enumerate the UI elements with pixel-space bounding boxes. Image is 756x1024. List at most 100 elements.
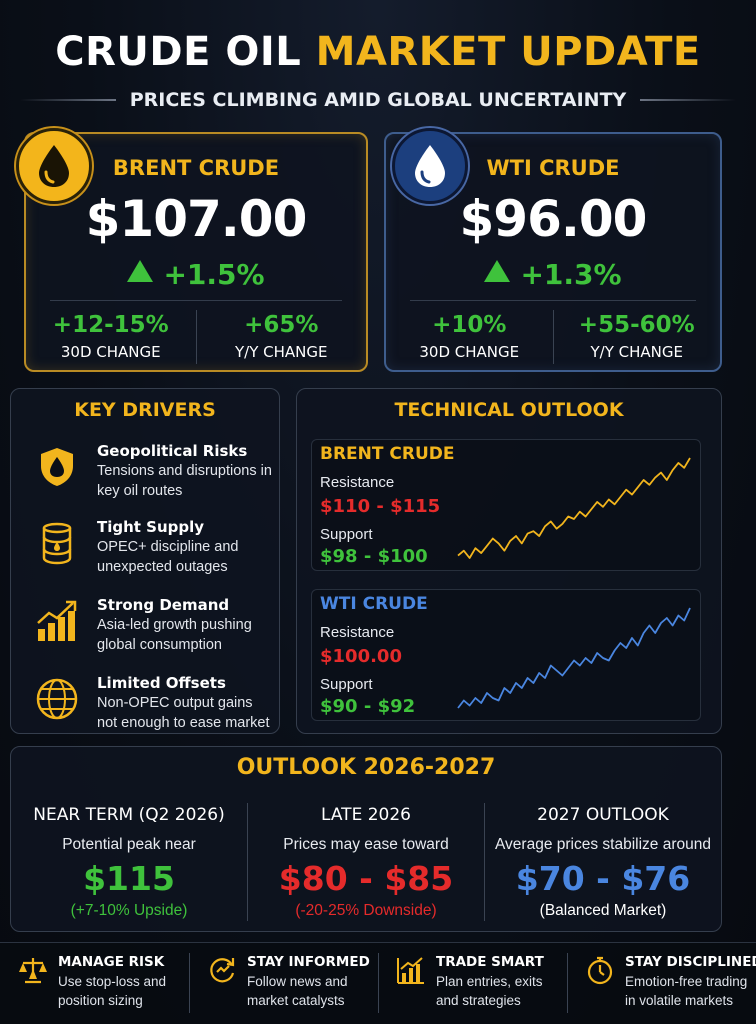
tip-item: STAY INFORMED Follow news and market cat… bbox=[189, 943, 378, 1024]
wti-stat-yy: +55-60% Y/Y CHANGE bbox=[552, 310, 721, 364]
brent-support-value: $98 - $100 bbox=[320, 546, 428, 567]
brent-stats: +12-15% 30D CHANGE +65% Y/Y CHANGE bbox=[26, 310, 366, 364]
outlook-value: $70 - $76 bbox=[515, 859, 691, 898]
shield-drop-icon bbox=[35, 445, 79, 489]
subtitle-divider-right bbox=[640, 99, 737, 101]
title-part-white: CRUDE OIL bbox=[55, 29, 316, 75]
brent-price: $107.00 bbox=[85, 190, 308, 248]
tip-description: Follow news and market catalysts bbox=[247, 974, 348, 1008]
technical-outlook-panel: TECHNICAL OUTLOOK BRENT CRUDE Resistance… bbox=[296, 388, 722, 734]
outlook-panel: OUTLOOK 2026-2027 NEAR TERM (Q2 2026) Po… bbox=[10, 746, 722, 932]
driver-item: Strong Demand Asia-led growth pushing gl… bbox=[35, 595, 275, 659]
wti-name: WTI CRUDE bbox=[486, 156, 620, 180]
outlook-note: (Balanced Market) bbox=[539, 902, 667, 919]
stopwatch-icon bbox=[585, 955, 615, 985]
driver-description: OPEC+ discipline and unexpected outages bbox=[97, 539, 239, 575]
resistance-label: Resistance bbox=[320, 624, 395, 641]
tip-heading: TRADE SMART bbox=[436, 954, 544, 970]
scale-icon bbox=[18, 955, 48, 985]
wti-price-chart bbox=[457, 607, 691, 709]
stat-value: +55-60% bbox=[578, 312, 695, 338]
driver-heading: Strong Demand bbox=[97, 596, 230, 614]
outlook-value: $80 - $85 bbox=[278, 859, 454, 898]
outlook-description: Prices may ease toward bbox=[283, 836, 449, 853]
tip-text: TRADE SMART Plan entries, exits and stra… bbox=[436, 953, 564, 1010]
wti-technical-panel: WTI CRUDE Resistance $100.00 Support $90… bbox=[311, 589, 701, 721]
brent-price-chart bbox=[457, 457, 691, 559]
support-label: Support bbox=[320, 526, 373, 543]
tip-description: Plan entries, exits and strategies bbox=[436, 974, 543, 1008]
tip-item: TRADE SMART Plan entries, exits and stra… bbox=[378, 943, 567, 1024]
brent-technical-panel: BRENT CRUDE Resistance $110 - $115 Suppo… bbox=[311, 439, 701, 571]
outlook-columns: NEAR TERM (Q2 2026) Potential peak near … bbox=[11, 803, 721, 921]
resistance-label: Resistance bbox=[320, 474, 395, 491]
growth-chart-icon bbox=[35, 599, 79, 643]
oil-drop-icon bbox=[16, 128, 92, 204]
stat-value: +12-15% bbox=[52, 312, 169, 338]
outlook-heading: LATE 2026 bbox=[321, 805, 411, 825]
driver-description: Tensions and disruptions in key oil rout… bbox=[97, 463, 272, 499]
driver-item: Geopolitical Risks Tensions and disrupti… bbox=[35, 441, 275, 505]
tip-item: MANAGE RISK Use stop-loss and position s… bbox=[0, 943, 189, 1024]
driver-heading: Tight Supply bbox=[97, 518, 205, 536]
driver-text: Tight Supply OPEC+ discipline and unexpe… bbox=[97, 517, 275, 577]
driver-text: Geopolitical Risks Tensions and disrupti… bbox=[97, 441, 275, 501]
subtitle-divider-left bbox=[20, 99, 116, 101]
bar-chart-icon bbox=[396, 955, 426, 985]
stat-label: Y/Y CHANGE bbox=[235, 343, 328, 361]
key-drivers-title: KEY DRIVERS bbox=[74, 399, 216, 421]
wti-technical-name: WTI CRUDE bbox=[320, 594, 428, 614]
outlook-title: OUTLOOK 2026-2027 bbox=[236, 755, 496, 780]
outlook-description: Average prices stabilize around bbox=[495, 836, 711, 853]
driver-item: Limited Offsets Non-OPEC output gains no… bbox=[35, 673, 275, 737]
brent-stat-30d: +12-15% 30D CHANGE bbox=[26, 310, 196, 364]
outlook-note: (-20-25% Downside) bbox=[295, 902, 437, 919]
oil-drop-icon bbox=[392, 128, 468, 204]
brent-technical-name: BRENT CRUDE bbox=[320, 444, 455, 464]
tip-item: STAY DISCIPLINED Emotion-free trading in… bbox=[567, 943, 756, 1024]
refresh-clock-icon bbox=[207, 955, 237, 985]
brent-price-card: BRENT CRUDE $107.00 +1.5% +12-15% 30D CH… bbox=[16, 128, 368, 372]
tip-heading: MANAGE RISK bbox=[58, 954, 165, 970]
stat-label: 30D CHANGE bbox=[419, 343, 520, 361]
outlook-late-2026: LATE 2026 Prices may ease toward $80 - $… bbox=[247, 803, 484, 921]
outlook-heading: NEAR TERM (Q2 2026) bbox=[33, 805, 225, 825]
tip-description: Emotion-free trading in volatile markets bbox=[625, 974, 748, 1008]
stat-value: +10% bbox=[432, 312, 507, 338]
driver-heading: Limited Offsets bbox=[97, 674, 226, 692]
outlook-heading: 2027 OUTLOOK bbox=[537, 805, 669, 825]
divider bbox=[50, 300, 342, 301]
globe-icon bbox=[35, 677, 79, 721]
page-title: CRUDE OIL MARKET UPDATE bbox=[0, 28, 756, 76]
brent-daily-change: +1.5% bbox=[26, 258, 366, 291]
wti-price: $96.00 bbox=[459, 190, 648, 248]
driver-text: Limited Offsets Non-OPEC output gains no… bbox=[97, 673, 275, 733]
technical-outlook-title: TECHNICAL OUTLOOK bbox=[394, 399, 624, 421]
driver-heading: Geopolitical Risks bbox=[97, 442, 248, 460]
driver-description: Non-OPEC output gains not enough to ease… bbox=[97, 695, 270, 731]
wti-resistance-value: $100.00 bbox=[320, 646, 402, 667]
wti-daily-change: +1.3% bbox=[386, 258, 720, 291]
driver-item: Tight Supply OPEC+ discipline and unexpe… bbox=[35, 517, 275, 581]
wti-price-line bbox=[457, 607, 691, 709]
driver-description: Asia-led growth pushing global consumpti… bbox=[97, 617, 252, 653]
tip-heading: STAY DISCIPLINED bbox=[625, 954, 756, 970]
divider bbox=[410, 300, 696, 301]
tip-text: MANAGE RISK Use stop-loss and position s… bbox=[58, 953, 186, 1010]
brent-stat-yy: +65% Y/Y CHANGE bbox=[195, 310, 367, 364]
driver-text: Strong Demand Asia-led growth pushing gl… bbox=[97, 595, 275, 655]
stat-label: 30D CHANGE bbox=[60, 343, 161, 361]
subtitle-row: PRICES CLIMBING AMID GLOBAL UNCERTAINTY bbox=[20, 86, 737, 114]
oil-barrel-icon bbox=[35, 521, 79, 565]
stat-value: +65% bbox=[244, 312, 319, 338]
up-triangle-icon bbox=[484, 260, 511, 282]
page-subtitle: PRICES CLIMBING AMID GLOBAL UNCERTAINTY bbox=[129, 89, 627, 111]
brent-change-value: +1.5% bbox=[163, 258, 265, 291]
brent-price-line bbox=[457, 457, 691, 559]
outlook-value: $115 bbox=[83, 859, 175, 898]
support-label: Support bbox=[320, 676, 373, 693]
stat-label: Y/Y CHANGE bbox=[590, 343, 683, 361]
tips-footer: MANAGE RISK Use stop-loss and position s… bbox=[0, 942, 756, 1024]
outlook-description: Potential peak near bbox=[62, 836, 196, 853]
brent-resistance-value: $110 - $115 bbox=[320, 496, 441, 517]
